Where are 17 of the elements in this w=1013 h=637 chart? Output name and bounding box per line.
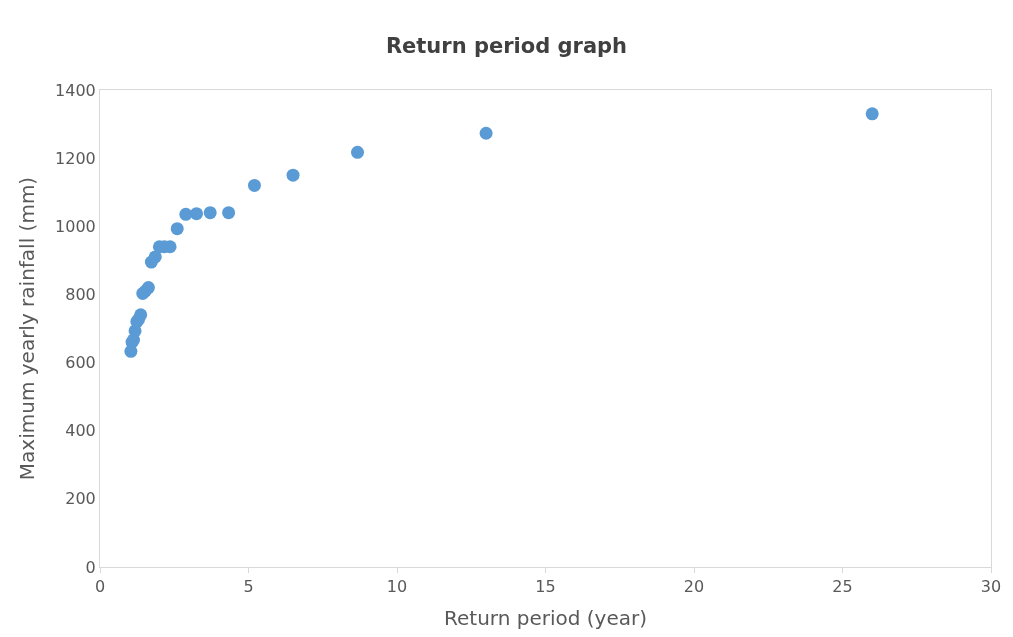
y-tick-label: 1200 bbox=[55, 148, 96, 168]
y-tick-label: 200 bbox=[65, 489, 96, 509]
y-tick-label: 0 bbox=[85, 557, 96, 577]
x-axis-title: Return period (year) bbox=[443, 605, 648, 630]
y-tick-label: 400 bbox=[65, 421, 96, 441]
x-tick-label: 30 bbox=[980, 577, 1002, 597]
y-tick-label: 800 bbox=[65, 285, 96, 305]
chart-title: Return period graph bbox=[385, 33, 628, 58]
y-tick-label: 1400 bbox=[55, 80, 96, 100]
y-tick-label: 600 bbox=[65, 353, 96, 373]
y-axis-title: Maximum yearly rainfall (mm) bbox=[14, 176, 39, 481]
y-tick-label: 1000 bbox=[55, 216, 96, 236]
x-tick-label: 20 bbox=[683, 577, 705, 597]
x-tick-label: 15 bbox=[535, 577, 556, 597]
x-tick-label: 10 bbox=[386, 577, 408, 597]
x-tick-label: 5 bbox=[243, 577, 254, 597]
x-tick-label: 25 bbox=[832, 577, 853, 597]
